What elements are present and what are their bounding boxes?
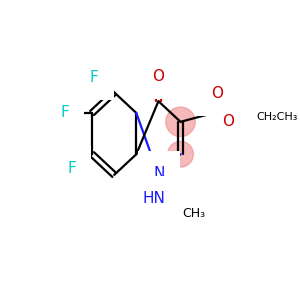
Text: F: F (68, 161, 76, 176)
Text: HN: HN (142, 191, 165, 206)
Circle shape (166, 107, 195, 136)
Circle shape (168, 141, 194, 167)
Text: O: O (222, 114, 234, 129)
Text: CH₂CH₃: CH₂CH₃ (256, 112, 297, 122)
Text: F: F (90, 70, 98, 85)
Text: F: F (60, 106, 69, 121)
Text: O: O (152, 69, 164, 84)
Text: O: O (212, 86, 224, 101)
Text: CH₃: CH₃ (182, 207, 206, 220)
Text: N: N (154, 167, 165, 182)
